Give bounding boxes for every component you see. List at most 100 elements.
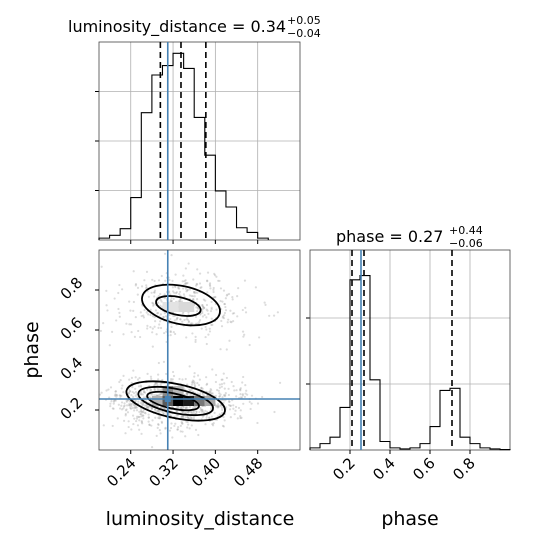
sample-point [181, 422, 184, 425]
sample-point [219, 393, 222, 396]
sample-point [206, 279, 209, 282]
sample-point [170, 325, 173, 328]
sample-point [122, 405, 126, 408]
sample-point [204, 423, 207, 426]
sample-point [147, 405, 150, 408]
sample-point [153, 291, 156, 294]
sample-point [250, 402, 253, 405]
y-axis-label-phase: phase [21, 321, 43, 378]
sample-point [180, 415, 183, 419]
sample-point [221, 378, 224, 381]
density-cell [194, 396, 205, 406]
sample-point [206, 382, 209, 385]
sample-point [218, 392, 221, 395]
sample-point [212, 286, 215, 290]
sample-point [114, 390, 117, 393]
sample-point [138, 428, 141, 431]
sample-point [118, 394, 121, 397]
sample-point [203, 411, 206, 414]
sample-point [246, 393, 249, 396]
sample-point [162, 360, 166, 364]
sample-point [168, 290, 171, 293]
sample-point [224, 392, 227, 395]
sample-point [147, 413, 150, 416]
sample-point [130, 402, 133, 406]
sample-point [150, 407, 153, 410]
sample-point [122, 391, 125, 394]
sample-point [130, 428, 133, 431]
sample-point [172, 297, 175, 301]
sample-point [157, 409, 160, 412]
sample-point [191, 322, 194, 325]
sample-point [185, 406, 188, 409]
sample-point [192, 412, 195, 415]
sample-point [128, 300, 131, 303]
sample-point [155, 434, 158, 437]
sample-point [196, 298, 199, 301]
sample-point [272, 314, 276, 317]
sample-point [227, 393, 230, 397]
sample-point [181, 421, 184, 425]
sample-point [225, 348, 228, 351]
sample-point [102, 321, 105, 325]
sample-point [112, 402, 115, 405]
sample-point [203, 313, 206, 317]
sample-point [197, 383, 201, 387]
sample-point [195, 410, 198, 414]
sample-point [222, 372, 225, 375]
sample-point [213, 411, 216, 414]
sample-point [195, 282, 198, 286]
sample-point [185, 392, 188, 395]
sample-point [221, 396, 224, 399]
sample-point [185, 290, 188, 293]
x-tick-label-luminosity-distance: 0.48 [230, 454, 266, 490]
sample-point [261, 395, 264, 399]
sample-point [227, 318, 230, 321]
sample-point [220, 378, 223, 381]
sample-point [232, 312, 236, 315]
sample-point [158, 393, 161, 396]
sample-point [165, 330, 168, 333]
sample-point [188, 388, 191, 391]
sample-point [175, 410, 179, 413]
sample-point [202, 306, 206, 310]
sample-point [118, 283, 121, 287]
sample-point [224, 393, 227, 397]
sample-point [184, 282, 187, 285]
sample-point [239, 387, 242, 390]
sample-point [198, 378, 201, 381]
sample-point [134, 284, 137, 287]
sample-point [190, 411, 194, 414]
sample-point [170, 254, 173, 257]
sample-point [156, 405, 159, 408]
sample-point [124, 412, 127, 416]
sample-point [196, 374, 200, 377]
sample-point [181, 410, 184, 413]
sample-point [125, 322, 128, 325]
sample-point [225, 406, 228, 409]
sample-point [115, 395, 118, 398]
sample-point [206, 291, 209, 294]
sample-point [248, 400, 251, 404]
sample-point [114, 399, 117, 402]
sample-point [149, 401, 152, 404]
sample-point [140, 421, 143, 424]
sample-point [263, 301, 266, 304]
sample-point [143, 308, 146, 312]
x-tick-label-luminosity-distance: 0.40 [188, 454, 224, 490]
sample-point [158, 417, 161, 420]
truth-marker [164, 396, 171, 402]
sample-point [193, 295, 196, 298]
sample-point [136, 286, 140, 289]
sample-point [156, 409, 160, 412]
sample-point [141, 393, 144, 396]
sample-point [182, 415, 185, 418]
sample-point [268, 314, 271, 317]
sample-point [174, 332, 177, 336]
sample-point [221, 424, 225, 427]
sample-point [234, 409, 237, 412]
sample-point [239, 388, 242, 391]
sample-point [204, 335, 207, 339]
sample-point [100, 265, 103, 268]
